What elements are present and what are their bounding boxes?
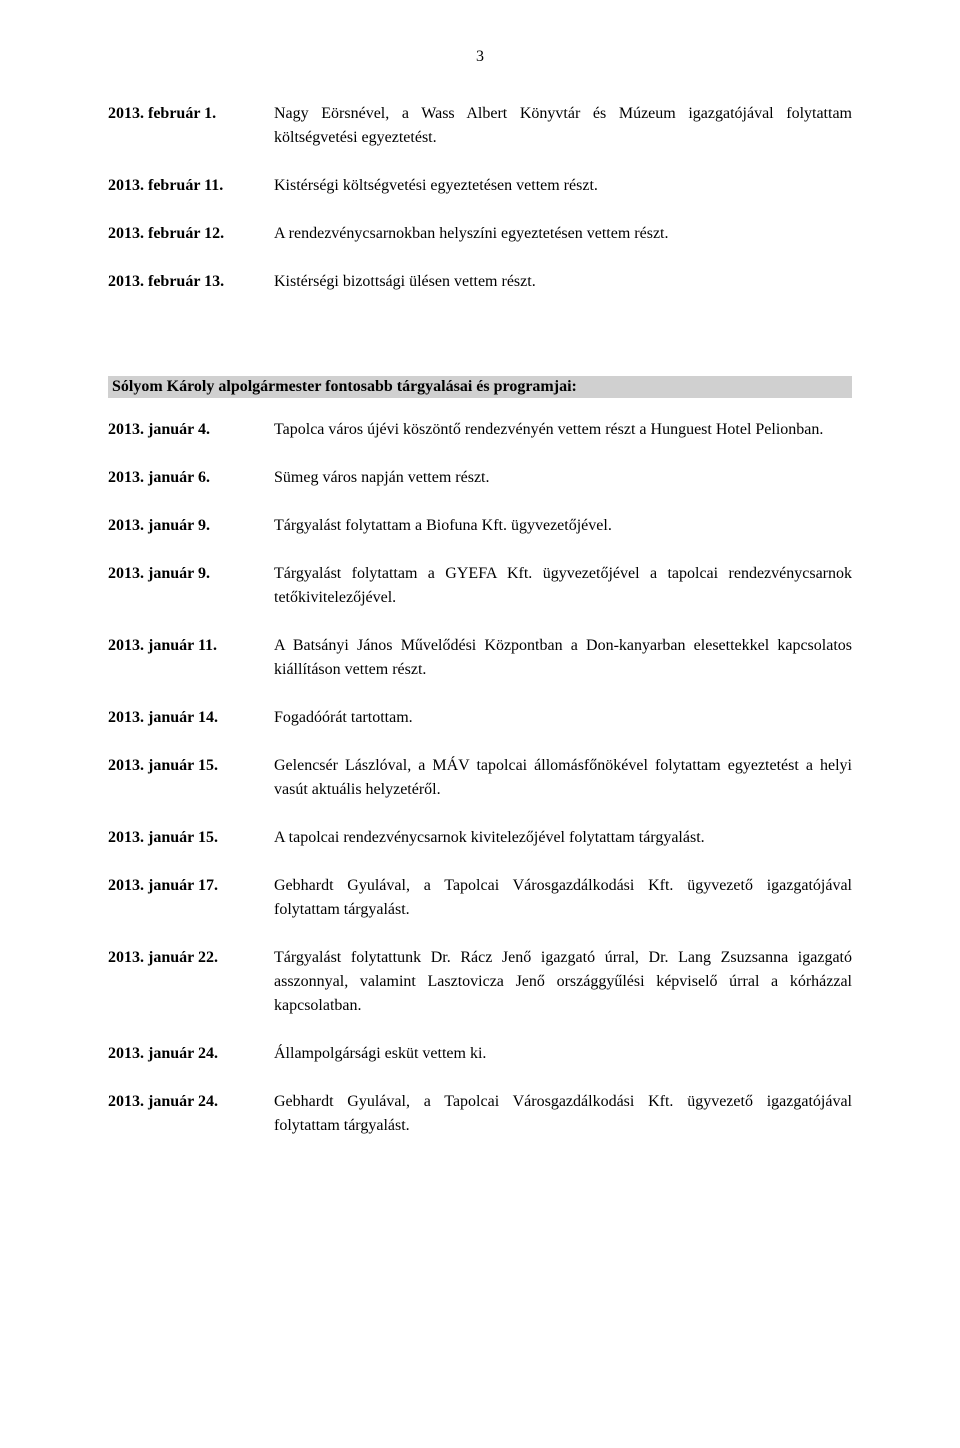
document-page: 3 2013. február 1. Nagy Eörsnével, a Was… [0,0,960,1448]
entry-desc: Gelencsér Lászlóval, a MÁV tapolcai állo… [274,754,852,802]
entry-row: 2013. február 11. Kistérségi költségveté… [108,174,852,198]
entry-row: 2013. január 9. Tárgyalást folytattam a … [108,562,852,610]
page-number: 3 [108,48,852,66]
entry-desc: Gebhardt Gyulával, a Tapolcai Városgazdá… [274,1090,852,1138]
entry-date: 2013. február 1. [108,102,274,150]
entry-desc: Gebhardt Gyulával, a Tapolcai Városgazdá… [274,874,852,922]
entry-date: 2013. január 6. [108,466,274,490]
entry-desc: Állampolgársági esküt vettem ki. [274,1042,852,1066]
entry-row: 2013. február 1. Nagy Eörsnével, a Wass … [108,102,852,150]
entry-date: 2013. január 11. [108,634,274,682]
entry-row: 2013. január 15. A tapolcai rendezvénycs… [108,826,852,850]
section-heading: Sólyom Károly alpolgármester fontosabb t… [108,376,852,398]
entry-row: 2013. január 15. Gelencsér Lászlóval, a … [108,754,852,802]
entry-row: 2013. január 14. Fogadóórát tartottam. [108,706,852,730]
entry-date: 2013. január 15. [108,754,274,802]
entry-row: 2013. február 13. Kistérségi bizottsági … [108,270,852,294]
entry-row: 2013. január 4. Tapolca város újévi kösz… [108,418,852,442]
entry-row: 2013. január 11. A Batsányi János Művelő… [108,634,852,682]
entry-desc: Sümeg város napján vettem részt. [274,466,852,490]
entry-date: 2013. január 17. [108,874,274,922]
entry-row: 2013. január 9. Tárgyalást folytattam a … [108,514,852,538]
entry-date: 2013. január 9. [108,562,274,610]
entry-row: 2013. január 17. Gebhardt Gyulával, a Ta… [108,874,852,922]
entry-desc: Tárgyalást folytattunk Dr. Rácz Jenő iga… [274,946,852,1018]
entry-date: 2013. január 15. [108,826,274,850]
entry-date: 2013. január 24. [108,1042,274,1066]
entry-desc: A tapolcai rendezvénycsarnok kivitelezőj… [274,826,852,850]
entry-date: 2013. január 4. [108,418,274,442]
entry-row: 2013. február 12. A rendezvénycsarnokban… [108,222,852,246]
entry-desc: Kistérségi bizottsági ülésen vettem rész… [274,270,852,294]
entry-date: 2013. február 11. [108,174,274,198]
entry-desc: Tárgyalást folytattam a Biofuna Kft. ügy… [274,514,852,538]
section-2: 2013. január 4. Tapolca város újévi kösz… [108,418,852,1138]
entry-desc: Tárgyalást folytattam a GYEFA Kft. ügyve… [274,562,852,610]
entry-desc: Kistérségi költségvetési egyeztetésen ve… [274,174,852,198]
entry-date: 2013. január 9. [108,514,274,538]
entry-desc: Fogadóórát tartottam. [274,706,852,730]
entry-date: 2013. január 24. [108,1090,274,1138]
entry-date: 2013. január 14. [108,706,274,730]
section-gap [108,318,852,346]
entry-desc: Nagy Eörsnével, a Wass Albert Könyvtár é… [274,102,852,150]
entry-row: 2013. január 24. Gebhardt Gyulával, a Ta… [108,1090,852,1138]
entry-date: 2013. február 12. [108,222,274,246]
section-1: 2013. február 1. Nagy Eörsnével, a Wass … [108,102,852,294]
entry-date: 2013. január 22. [108,946,274,1018]
entry-row: 2013. január 24. Állampolgársági esküt v… [108,1042,852,1066]
entry-desc: A Batsányi János Művelődési Központban a… [274,634,852,682]
entry-row: 2013. január 6. Sümeg város napján vette… [108,466,852,490]
entry-row: 2013. január 22. Tárgyalást folytattunk … [108,946,852,1018]
entry-date: 2013. február 13. [108,270,274,294]
entry-desc: Tapolca város újévi köszöntő rendezvényé… [274,418,852,442]
entry-desc: A rendezvénycsarnokban helyszíni egyezte… [274,222,852,246]
